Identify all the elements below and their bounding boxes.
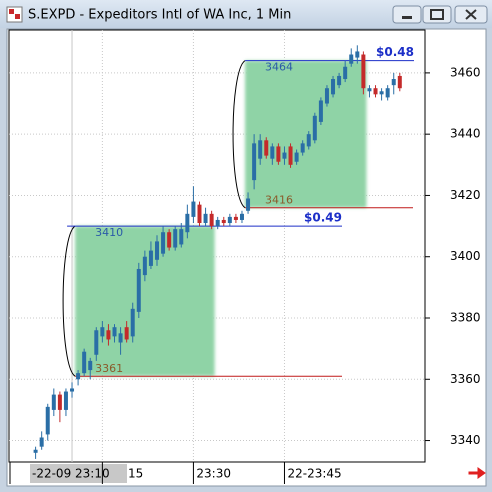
candle-body bbox=[39, 437, 44, 447]
x-tick-label: -22-09 23:10 bbox=[32, 467, 110, 481]
candle-body bbox=[397, 75, 402, 89]
candle-body bbox=[391, 79, 396, 86]
window-title: S.EXPD - Expeditors Intl of WA Inc, 1 Mi… bbox=[28, 8, 291, 23]
candle-body bbox=[337, 75, 342, 86]
candle-body bbox=[179, 229, 184, 245]
candle-body bbox=[185, 213, 190, 233]
candle-body bbox=[385, 88, 390, 98]
candle-body bbox=[45, 406, 50, 435]
candle-body bbox=[33, 449, 38, 453]
candle-body bbox=[276, 146, 281, 162]
candle-body bbox=[270, 146, 275, 159]
candle-body bbox=[349, 54, 354, 64]
candle-body bbox=[197, 204, 202, 224]
zone-low-label: 3416 bbox=[265, 194, 293, 207]
candle-body bbox=[142, 256, 147, 276]
candle-body bbox=[343, 66, 348, 80]
candle-body bbox=[258, 140, 263, 159]
zone-change-label: $0.49 bbox=[304, 211, 342, 225]
minimize-button[interactable] bbox=[392, 5, 422, 24]
y-tick-label: 3440 bbox=[450, 127, 481, 141]
candle-body bbox=[282, 152, 287, 159]
x-tick-label: 22-23:45 bbox=[287, 467, 341, 481]
candle-body bbox=[361, 54, 366, 89]
x-tick-label: 15 bbox=[128, 467, 143, 481]
candle-body bbox=[221, 219, 226, 224]
maximize-button[interactable] bbox=[422, 5, 452, 24]
candle-body bbox=[155, 241, 159, 260]
y-tick-label: 3400 bbox=[450, 249, 481, 263]
candle-body bbox=[167, 232, 172, 248]
candle-body bbox=[106, 330, 111, 340]
candle-body bbox=[227, 216, 232, 224]
candle-body bbox=[70, 388, 75, 392]
candle-body bbox=[136, 268, 141, 312]
candle-body bbox=[264, 140, 269, 156]
candle-body bbox=[88, 360, 93, 371]
x-tick-label: 23:30 bbox=[196, 467, 231, 481]
candle-body bbox=[148, 250, 153, 266]
zone-bracket bbox=[232, 60, 246, 209]
candle-body bbox=[367, 88, 372, 92]
y-tick-label: 3460 bbox=[450, 65, 481, 79]
candle-body bbox=[233, 216, 238, 220]
candle-body bbox=[373, 88, 378, 95]
candle-body bbox=[173, 229, 178, 248]
zone-high-label: 3464 bbox=[265, 61, 293, 74]
candle-body bbox=[57, 394, 62, 410]
candle-body bbox=[130, 308, 135, 337]
candle-body bbox=[112, 327, 117, 337]
candle-body bbox=[215, 219, 220, 227]
y-tick-label: 3380 bbox=[450, 311, 481, 325]
app-icon bbox=[6, 6, 23, 23]
candle-body bbox=[252, 143, 257, 181]
candle-body bbox=[312, 115, 317, 141]
candle-body bbox=[239, 213, 244, 220]
zone-low-label: 3361 bbox=[95, 362, 123, 375]
candle-body bbox=[331, 79, 336, 95]
candle-body bbox=[63, 391, 68, 410]
candle-body bbox=[124, 327, 129, 340]
candle-body bbox=[82, 351, 87, 374]
candle-body bbox=[379, 91, 384, 95]
candle-body bbox=[51, 394, 56, 410]
candle-body bbox=[246, 198, 251, 211]
candle-body bbox=[100, 327, 105, 337]
scroll-arrow[interactable] bbox=[468, 467, 486, 479]
candle-body bbox=[76, 373, 81, 380]
candle-body bbox=[318, 100, 323, 122]
candle-body bbox=[191, 201, 196, 217]
zone-high-label: 3410 bbox=[95, 226, 123, 239]
candle-body bbox=[306, 134, 311, 147]
candle-body bbox=[300, 143, 305, 153]
candle-body bbox=[94, 330, 99, 355]
candle-body bbox=[161, 232, 166, 254]
candle-body bbox=[203, 213, 208, 224]
y-tick-label: 3360 bbox=[450, 372, 481, 386]
close-button[interactable] bbox=[454, 5, 488, 24]
candle-body bbox=[288, 146, 293, 165]
zone-change-label: $0.48 bbox=[376, 45, 414, 59]
candle-body bbox=[118, 333, 123, 343]
candle-body bbox=[209, 213, 214, 227]
candle-body bbox=[324, 88, 329, 104]
zone bbox=[245, 60, 367, 208]
y-tick-label: 3420 bbox=[450, 188, 481, 202]
candle-body bbox=[294, 152, 299, 162]
candle-body bbox=[355, 51, 360, 58]
y-tick-label: 3340 bbox=[450, 433, 481, 447]
candles bbox=[33, 45, 402, 459]
zone-bracket bbox=[62, 225, 76, 377]
